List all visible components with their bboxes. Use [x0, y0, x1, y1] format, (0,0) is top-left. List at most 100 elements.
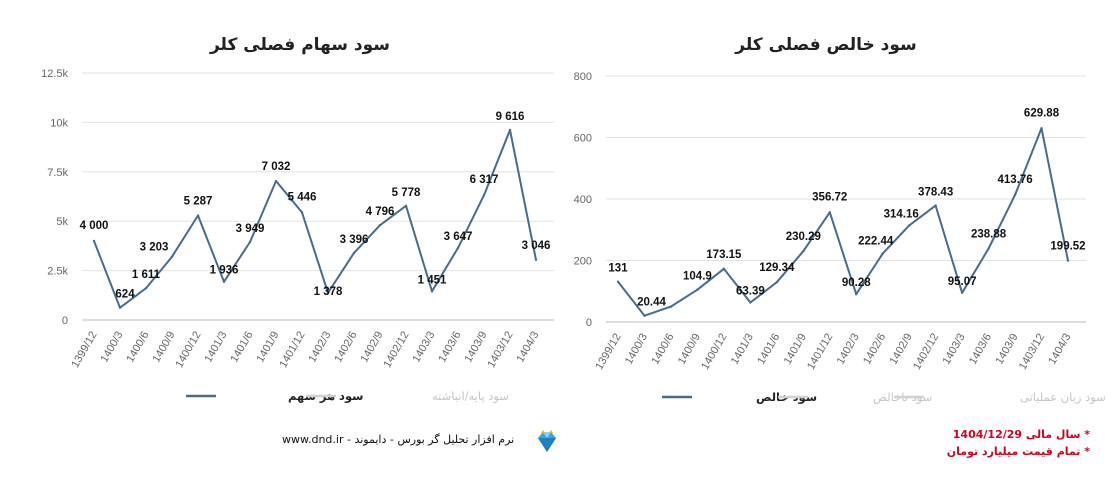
x-tick-label: 1403/6 [967, 332, 994, 367]
data-point [534, 258, 538, 262]
data-point [934, 204, 937, 207]
data-point [274, 179, 278, 183]
y-tick-label: 200 [574, 256, 592, 268]
data-label: 6 317 [470, 174, 499, 186]
data-label: 4 000 [80, 220, 109, 232]
x-tick-label: 1402/6 [861, 332, 888, 367]
data-point [828, 211, 831, 214]
y-tick-label: 5k [56, 216, 68, 228]
fiscal-year-note: * سال مالی 1404/12/29 [953, 428, 1090, 441]
data-point [749, 301, 752, 304]
data-label: 7 032 [262, 161, 291, 173]
data-point [92, 239, 96, 243]
data-point [907, 224, 911, 227]
data-label: 9 616 [496, 111, 525, 123]
y-tick-label: 0 [62, 315, 68, 327]
x-tick-label: 1399/12 [593, 332, 623, 372]
data-point [987, 247, 990, 250]
data-label: 3 203 [140, 242, 169, 254]
chart-title: سود سهام فصلی کلر [209, 35, 390, 55]
chart-title: سود خالص فصلی کلر [734, 35, 917, 55]
data-label: 1 378 [314, 286, 343, 298]
x-tick-label: 1401/3 [202, 330, 229, 365]
x-tick-label: 1400/3 [623, 332, 650, 367]
x-tick-label: 1400/6 [124, 330, 151, 365]
data-point [855, 293, 858, 296]
data-label: 238.88 [971, 229, 1007, 241]
data-label: 3 647 [444, 231, 473, 243]
unit-note: * تمام قیمت میلیارد تومان [947, 445, 1090, 458]
data-point [300, 211, 304, 214]
data-label: 356.72 [812, 191, 847, 203]
x-tick-label: 1401/12 [277, 330, 307, 370]
x-tick-label: 1403/12 [485, 330, 515, 370]
data-point [482, 193, 486, 197]
legend-item-hidden[interactable]: سود زیان عملیاتی [1020, 390, 1106, 405]
data-point [144, 286, 148, 290]
footer-separator: - [343, 433, 355, 446]
x-tick-label: 1400/9 [150, 330, 177, 365]
x-tick-label: 1400/3 [98, 330, 125, 365]
data-label: 1 936 [210, 265, 239, 277]
data-point [669, 305, 673, 308]
data-point [1013, 193, 1017, 196]
data-point [960, 291, 964, 294]
data-label: 3 396 [340, 234, 369, 246]
x-tick-label: 1400/12 [173, 330, 203, 370]
data-point [404, 204, 408, 208]
data-label: 95.07 [948, 276, 977, 288]
footer-text: نرم افزار تحلیل گر بورس - دایموند [354, 433, 515, 446]
data-point [643, 314, 646, 317]
data-label: 378.43 [918, 187, 953, 199]
x-tick-label: 1402/3 [306, 330, 333, 365]
data-label: 104.9 [683, 271, 712, 283]
x-tick-label: 1404/3 [514, 330, 541, 365]
x-tick-label: 1403/9 [993, 332, 1020, 367]
x-tick-label: 1403/3 [410, 330, 437, 365]
data-label: 3 046 [522, 240, 551, 252]
eps-chart: سود سهام فصلی کلر 0 2.5k 5k 7.5k 10k 12.5k 1399… [41, 35, 554, 404]
y-tick-label: 400 [574, 194, 592, 206]
y-tick-label: 2.5k [47, 266, 68, 278]
series-line [93, 129, 537, 309]
y-tick-label: 10k [50, 117, 68, 129]
data-point [430, 290, 434, 293]
y-tick-label: 600 [574, 133, 592, 145]
y-tick-label: 12.5k [41, 68, 68, 80]
x-tick-label: 1401/3 [729, 332, 756, 367]
x-tick-label: 1399/12 [69, 330, 99, 370]
y-tick-label: 800 [574, 71, 592, 83]
footer-site[interactable]: www.dnd.ir [282, 433, 344, 446]
data-label: 4 796 [366, 206, 395, 218]
y-tick-label: 0 [586, 317, 592, 329]
data-point [722, 267, 726, 270]
unit-text: تمام قیمت میلیارد تومان [946, 445, 1081, 458]
x-tick-label: 1400/12 [699, 332, 729, 372]
data-label: 314.16 [884, 208, 919, 220]
data-label: 413.76 [997, 174, 1032, 186]
legend-item-hidden[interactable]: سود پایه/انباشته [432, 389, 509, 404]
x-tick-label: 1402/9 [358, 330, 385, 365]
x-tick-label: 1404/3 [1046, 332, 1073, 367]
data-point [378, 224, 382, 227]
y-tick-label: 7.5k [47, 167, 68, 179]
x-tick-label: 1401/9 [254, 330, 281, 365]
data-label: 1 451 [418, 274, 447, 286]
data-label: 5 778 [392, 187, 421, 199]
data-label: 199.52 [1050, 241, 1085, 253]
x-tick-label: 1402/3 [835, 332, 862, 367]
data-point [326, 291, 330, 294]
x-tick-label: 1403/12 [1017, 332, 1047, 372]
data-point [1040, 127, 1043, 130]
footer-credit: www.dnd.ir - نرم افزار تحلیل گر بورس - د… [282, 433, 514, 446]
x-tick-label: 1400/6 [649, 332, 676, 367]
fiscal-year-text: سال مالی 1404/12/29 [952, 428, 1081, 441]
data-point [222, 280, 226, 283]
data-label: 63.39 [736, 286, 765, 298]
data-label: 3 949 [236, 223, 265, 235]
x-tick-label: 1403/9 [462, 330, 489, 365]
data-point [508, 128, 512, 132]
data-label: 629.88 [1024, 107, 1060, 119]
data-point [775, 281, 779, 284]
